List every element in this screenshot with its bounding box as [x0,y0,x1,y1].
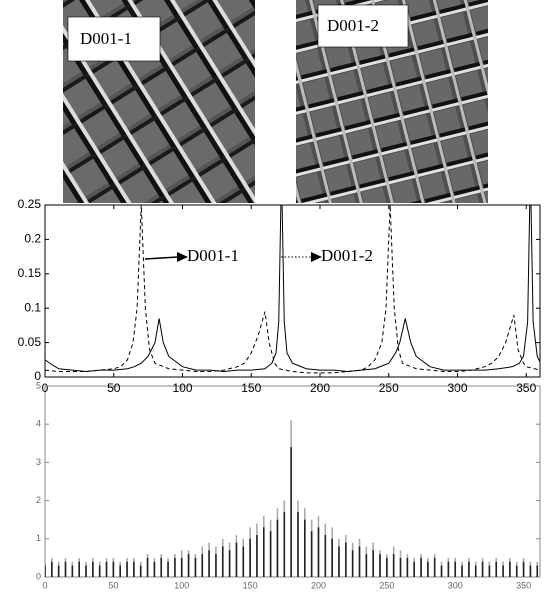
y-tick-label: 0.2 [24,232,41,246]
y-tick-label: 0.05 [18,335,42,349]
y-tick-label: 4 [36,419,41,429]
x-tick-label: 50 [107,381,121,395]
y-tick-label: 3 [36,457,41,467]
legend-label: D001-2 [321,246,373,265]
figure: D001-1 D001-2 D001-1 D001-2 0 0.05 0.1 0.15… [0,0,550,594]
x-tick-label: 0 [42,580,47,590]
image-label: D001-2 [327,16,379,35]
x-tick-label: 50 [108,580,118,590]
x-tick-label: 350 [516,381,536,395]
x-tick-label: 350 [516,580,531,590]
x-tick-label: 300 [447,381,467,395]
y-tick-label: 2 [36,495,41,505]
x-tick-label: 150 [241,381,261,395]
x-tick-label: 250 [379,381,399,395]
y-tick-label: 0.1 [24,300,41,314]
x-tick-label: 200 [311,580,326,590]
x-tick-label: 150 [243,580,258,590]
x-tick-label: 250 [379,580,394,590]
y-tick-label: 0 [36,571,41,581]
y-tick-label: 0.15 [18,266,42,280]
y-tick-label: 1 [36,533,41,543]
image-label: D001-1 [80,29,132,48]
legend-label: D001-1 [187,246,239,265]
x-tick-label: 200 [310,381,330,395]
y-tick-label: 0.25 [18,197,42,211]
axes-frame [45,205,540,377]
x-tick-label: 300 [448,580,463,590]
page: D001-1 D001-2 D001-1 D001-2 0 0.05 0.1 0.15… [0,0,550,594]
x-tick-label: 100 [172,381,192,395]
axes-frame [45,386,540,577]
x-tick-label: 100 [174,580,189,590]
y-tick-label: 5 [36,380,41,390]
